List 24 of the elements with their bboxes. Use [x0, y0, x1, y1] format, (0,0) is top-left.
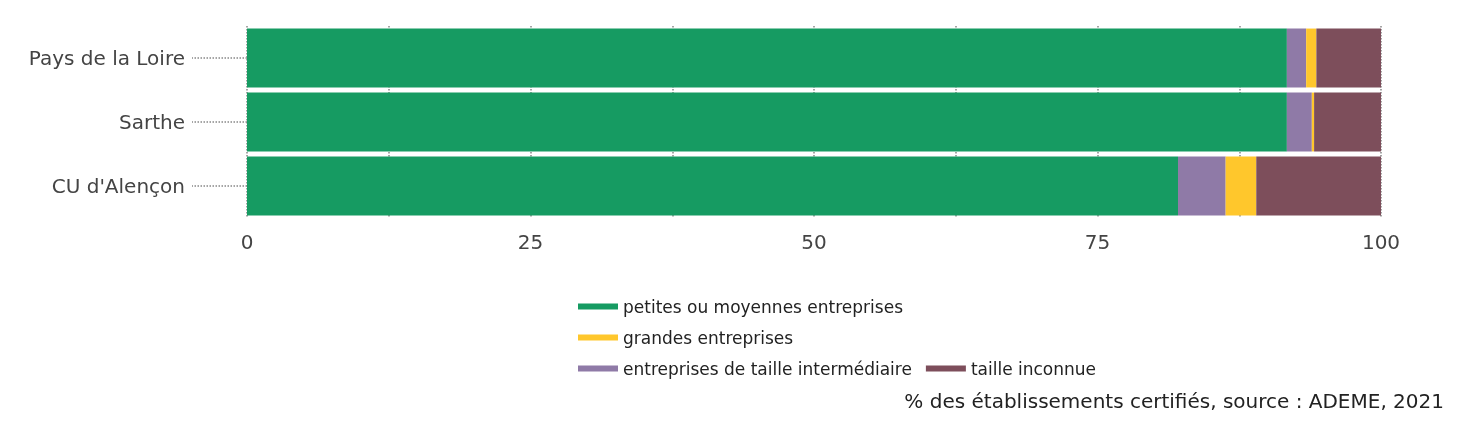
bar — [1286, 92, 1312, 152]
x-tick-label: 75 — [1084, 230, 1111, 254]
x-tick-label: 50 — [801, 230, 827, 254]
bar — [1314, 92, 1381, 152]
bar — [1286, 28, 1307, 88]
bar — [1306, 28, 1317, 88]
bar — [1178, 156, 1226, 216]
bar — [247, 28, 1287, 88]
x-tick-label: 0 — [240, 230, 254, 254]
y-tick-label: CU d'Alençon — [51, 174, 185, 198]
y-tick-label: Pays de la Loire — [28, 46, 185, 70]
y-tick-label: Sarthe — [119, 110, 185, 134]
text: % des établissements certifiés, source : ADEME, 2021 — [904, 389, 1445, 413]
legend-label: taille inconnue — [970, 358, 1097, 379]
legend-label: grandes entreprises — [623, 327, 794, 348]
bar — [247, 92, 1287, 152]
legend-label: petites ou moyennes entreprises — [623, 296, 904, 317]
x-tick-label: 25 — [517, 230, 544, 254]
bar — [247, 156, 1179, 216]
bar — [1225, 156, 1257, 216]
bar — [1316, 28, 1381, 88]
bar — [1256, 156, 1381, 216]
legend-label: entreprises de taille intermédiaire — [623, 358, 912, 379]
x-tick-label: 100 — [1361, 230, 1401, 254]
